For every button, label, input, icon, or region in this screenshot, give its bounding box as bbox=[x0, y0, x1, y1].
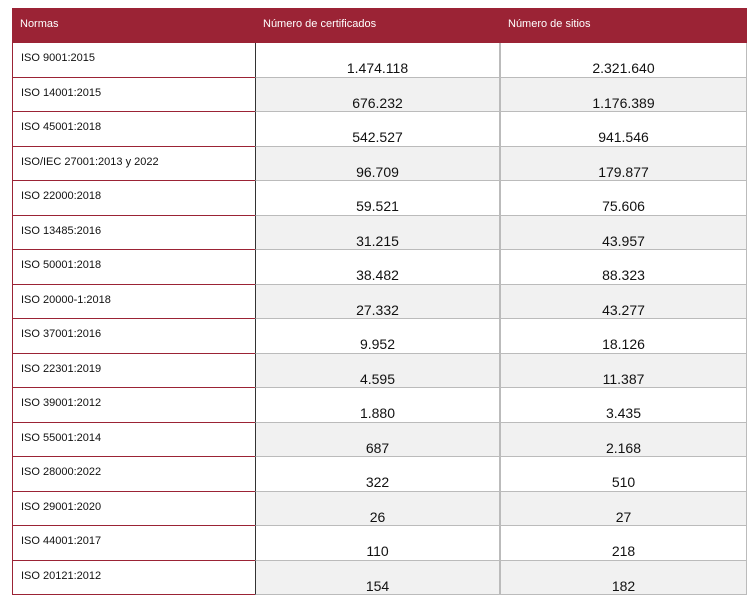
value-cell: 2.321.640 bbox=[500, 43, 747, 78]
value-cell: 1.880 bbox=[255, 388, 500, 423]
row-label: ISO 44001:2017 bbox=[12, 526, 255, 561]
row-label: ISO 29001:2020 bbox=[12, 491, 255, 526]
value-cell: 110 bbox=[255, 526, 500, 561]
row-label: ISO 22301:2019 bbox=[12, 353, 255, 388]
value-cell: 154 bbox=[255, 560, 500, 595]
row-label: ISO 28000:2022 bbox=[12, 457, 255, 492]
row-label: ISO 9001:2015 bbox=[12, 43, 255, 78]
value-cell: 18.126 bbox=[500, 319, 747, 354]
value-cell: 2.168 bbox=[500, 422, 747, 457]
value-cell: 26 bbox=[255, 491, 500, 526]
value-cell: 96.709 bbox=[255, 146, 500, 181]
row-label: ISO/IEC 27001:2013 y 2022 bbox=[12, 146, 255, 181]
header-cell: Número de certificados bbox=[255, 8, 500, 43]
value-cell: 542.527 bbox=[255, 112, 500, 147]
value-cell: 31.215 bbox=[255, 215, 500, 250]
value-cell: 88.323 bbox=[500, 250, 747, 285]
value-cell: 38.482 bbox=[255, 250, 500, 285]
value-cell: 1.176.389 bbox=[500, 77, 747, 112]
row-label: ISO 55001:2014 bbox=[12, 422, 255, 457]
value-cell: 687 bbox=[255, 422, 500, 457]
value-cell: 4.595 bbox=[255, 353, 500, 388]
value-cell: 1.474.118 bbox=[255, 43, 500, 78]
header-cell: Normas bbox=[12, 8, 255, 43]
row-label: ISO 14001:2015 bbox=[12, 77, 255, 112]
row-label: ISO 45001:2018 bbox=[12, 112, 255, 147]
row-label: ISO 20000-1:2018 bbox=[12, 284, 255, 319]
value-cell: 218 bbox=[500, 526, 747, 561]
row-label: ISO 22000:2018 bbox=[12, 181, 255, 216]
value-cell: 941.546 bbox=[500, 112, 747, 147]
value-cell: 27.332 bbox=[255, 284, 500, 319]
value-cell: 27 bbox=[500, 491, 747, 526]
value-cell: 43.277 bbox=[500, 284, 747, 319]
value-cell: 322 bbox=[255, 457, 500, 492]
row-label: ISO 39001:2012 bbox=[12, 388, 255, 423]
value-cell: 3.435 bbox=[500, 388, 747, 423]
value-cell: 510 bbox=[500, 457, 747, 492]
row-label: ISO 20121:2012 bbox=[12, 560, 255, 595]
value-cell: 9.952 bbox=[255, 319, 500, 354]
row-label: ISO 50001:2018 bbox=[12, 250, 255, 285]
value-cell: 75.606 bbox=[500, 181, 747, 216]
value-cell: 59.521 bbox=[255, 181, 500, 216]
value-cell: 182 bbox=[500, 560, 747, 595]
header-cell: Número de sitios bbox=[500, 8, 747, 43]
value-cell: 43.957 bbox=[500, 215, 747, 250]
value-cell: 676.232 bbox=[255, 77, 500, 112]
row-label: ISO 37001:2016 bbox=[12, 319, 255, 354]
value-cell: 11.387 bbox=[500, 353, 747, 388]
value-cell: 179.877 bbox=[500, 146, 747, 181]
row-label: ISO 13485:2016 bbox=[12, 215, 255, 250]
